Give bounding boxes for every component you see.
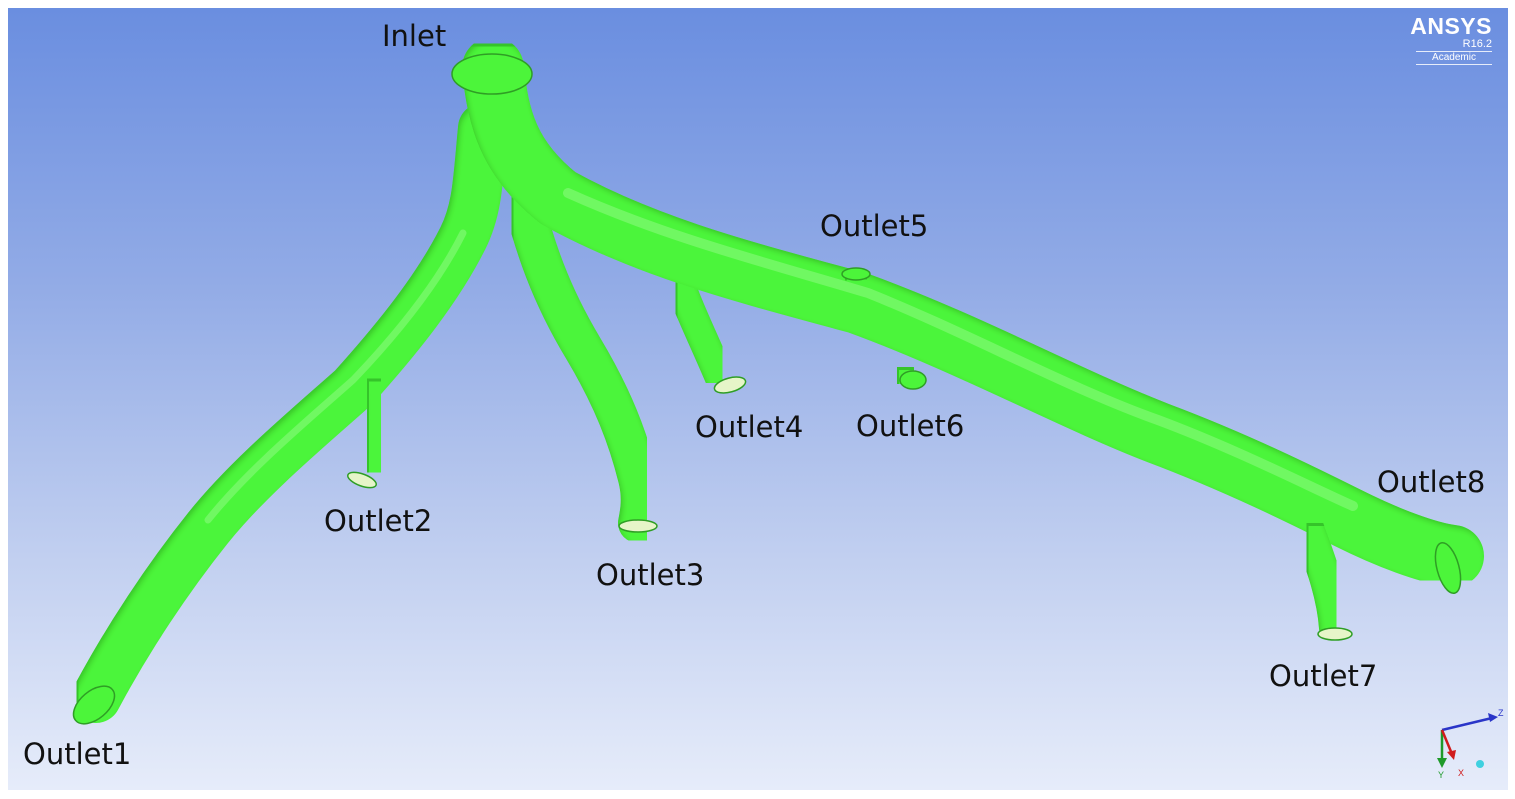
outlet1-cap xyxy=(72,685,116,725)
ansys-logo: ANSYS R16.2 Academic xyxy=(1402,13,1492,66)
x-arrowhead-icon xyxy=(1447,750,1456,760)
label-outlet2: Outlet2 xyxy=(324,504,433,538)
logo-release: R16.2 xyxy=(1462,38,1492,51)
main-trunk xyxy=(462,37,1484,587)
branch-outlet3 xyxy=(498,158,661,543)
z-arrowhead-icon xyxy=(1488,713,1498,722)
boundary-caps xyxy=(72,53,1462,725)
label-outlet3: Outlet3 xyxy=(596,558,705,592)
branch-outlet7 xyxy=(1292,512,1351,644)
label-outlet6: Outlet6 xyxy=(856,409,965,443)
label-outlet1: Outlet1 xyxy=(23,737,132,771)
vessel-body xyxy=(71,37,1484,723)
label-inlet: Inlet xyxy=(382,19,447,53)
outlet2-cap xyxy=(347,471,377,489)
z-axis-icon xyxy=(1441,716,1493,732)
z-axis-label: Z xyxy=(1498,708,1504,718)
outlet4-cap xyxy=(713,376,747,394)
branch-outlet4 xyxy=(663,263,735,393)
label-outlet7: Outlet7 xyxy=(1269,659,1378,693)
y-arrowhead-icon xyxy=(1437,758,1447,768)
outlet3-cap xyxy=(618,519,658,533)
y-axis-label: Y xyxy=(1438,770,1444,780)
logo-brand: ANSYS xyxy=(1410,13,1492,39)
outlet5-cap xyxy=(841,267,871,281)
triad-origin-icon xyxy=(1476,760,1484,768)
branch-outlet2 xyxy=(351,366,397,485)
x-axis-label: X xyxy=(1458,768,1464,778)
label-outlet8: Outlet8 xyxy=(1377,465,1486,499)
outlet7-cap xyxy=(1317,627,1353,641)
axis-triad[interactable]: Z Y X xyxy=(1428,708,1504,780)
branch-outlet1 xyxy=(71,103,508,723)
outlet6-cap xyxy=(899,370,927,390)
label-outlet4: Outlet4 xyxy=(695,410,804,444)
label-outlet5: Outlet5 xyxy=(820,209,929,243)
graphics-viewport[interactable]: Inlet Outlet1 Outlet2 Outlet3 Outlet4 Ou… xyxy=(8,8,1508,790)
outlet8-cap xyxy=(1434,541,1462,595)
logo-edition: Academic xyxy=(1416,51,1492,66)
vessel-highlights xyxy=(204,188,1358,524)
inlet-cap xyxy=(451,53,533,95)
x-axis-icon xyxy=(1440,729,1454,755)
vessel-geometry[interactable] xyxy=(8,8,1508,790)
